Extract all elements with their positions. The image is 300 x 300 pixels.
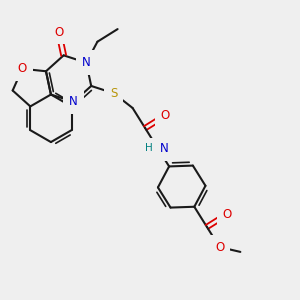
Text: H: H	[145, 143, 153, 153]
Text: O: O	[54, 26, 63, 39]
Text: N: N	[69, 95, 78, 108]
Text: S: S	[110, 87, 118, 100]
Text: O: O	[222, 208, 232, 221]
Text: O: O	[18, 62, 27, 75]
Text: O: O	[161, 109, 170, 122]
Text: N: N	[160, 142, 169, 155]
Text: O: O	[215, 241, 224, 254]
Text: N: N	[82, 56, 91, 69]
